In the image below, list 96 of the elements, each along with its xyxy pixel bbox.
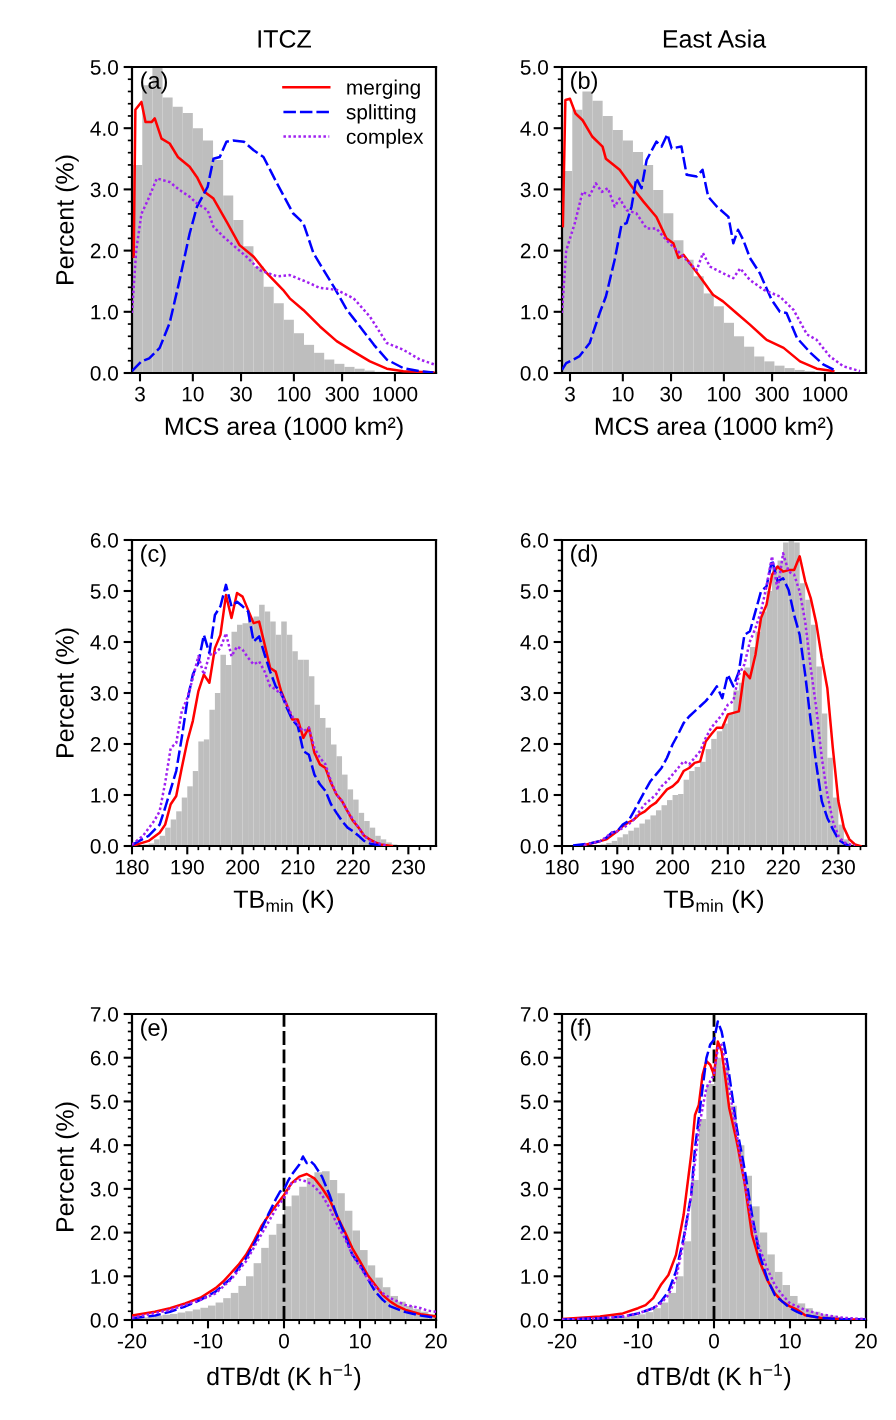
x-tick-label: -10 xyxy=(193,1333,223,1349)
y-tick-label: 2.0 xyxy=(520,243,548,259)
x-axis-title: TB$_{min}$ (K) xyxy=(233,889,333,914)
x-axis-title: TB$_{min}$ (K) xyxy=(663,889,763,914)
y-tick-label: 4.0 xyxy=(90,1138,118,1153)
y-tick-label: 0.0 xyxy=(520,366,548,381)
x-tick-label: 190 xyxy=(601,859,634,875)
x-tick-label: 20 xyxy=(855,1333,877,1349)
y-tick-label: 2.0 xyxy=(90,737,118,752)
y-tick-label: 3.0 xyxy=(520,182,548,198)
legend-label: merging xyxy=(347,79,420,99)
y-tick-label: 6.0 xyxy=(90,1050,118,1066)
y-tick-label: 5.0 xyxy=(90,1094,118,1110)
y-tick-label: 5.0 xyxy=(520,1094,548,1110)
y-tick-label: 3.0 xyxy=(90,1181,118,1197)
x-tick-label: 30 xyxy=(660,386,682,402)
x-tick-label: -20 xyxy=(547,1333,577,1349)
y-tick-label: 6.0 xyxy=(520,533,548,548)
y-tick-label: 4.0 xyxy=(520,121,548,136)
y-tick-label: 4.0 xyxy=(90,635,118,650)
annotation: (a) xyxy=(141,71,167,94)
chart-title: ITCZ xyxy=(258,30,311,48)
x-tick-label: 10 xyxy=(780,1333,801,1349)
x-axis-title: MCS area (1000 km²) xyxy=(165,416,403,441)
x-tick-label: 200 xyxy=(226,859,260,875)
y-tick-label: 3.0 xyxy=(90,182,118,198)
legend-label: complex xyxy=(346,128,424,149)
x-tick-label: 3 xyxy=(135,386,145,402)
x-tick-label: 10 xyxy=(182,386,204,402)
x-tick-label: 190 xyxy=(171,859,204,875)
y-axis-title: Percent (%) xyxy=(55,1102,79,1231)
chart-title: East Asia xyxy=(663,29,767,48)
y-tick-label: 4.0 xyxy=(520,635,548,650)
x-tick-label: 210 xyxy=(281,859,315,875)
x-tick-label: 230 xyxy=(822,859,855,875)
x-tick-label: 220 xyxy=(766,859,800,875)
x-tick-label: 180 xyxy=(546,859,579,875)
x-tick-label: 230 xyxy=(392,859,425,875)
y-tick-label: 3.0 xyxy=(520,686,548,701)
y-tick-label: 0.0 xyxy=(520,1313,548,1328)
x-tick-label: 30 xyxy=(230,386,252,402)
y-tick-label: 0.0 xyxy=(90,366,118,381)
y-tick-label: 2.0 xyxy=(90,243,118,259)
y-tick-label: 1.0 xyxy=(91,304,118,320)
y-tick-label: 4.0 xyxy=(520,1138,548,1153)
x-tick-label: 0 xyxy=(709,1333,719,1349)
y-tick-label: 7.0 xyxy=(90,1007,118,1022)
y-tick-label: 3.0 xyxy=(90,686,118,701)
y-tick-label: 1.0 xyxy=(91,1269,118,1285)
y-tick-label: 0.0 xyxy=(90,1313,118,1328)
x-tick-label: 300 xyxy=(325,386,359,402)
annotation: (b) xyxy=(571,71,597,94)
y-tick-label: 0.0 xyxy=(520,839,548,854)
x-tick-label: 10 xyxy=(612,386,634,402)
x-tick-label: 10 xyxy=(350,1333,371,1349)
legend-label: splitting xyxy=(346,104,416,124)
y-tick-label: 2.0 xyxy=(90,1225,118,1241)
y-tick-label: 5.0 xyxy=(90,60,118,75)
x-tick-label: 220 xyxy=(336,859,370,875)
y-tick-label: 7.0 xyxy=(520,1007,548,1022)
x-axis-title: MCS area (1000 km²) xyxy=(595,416,833,441)
x-tick-label: 20 xyxy=(425,1333,447,1349)
y-tick-label: 5.0 xyxy=(520,60,548,75)
annotation: (e) xyxy=(141,1018,167,1041)
y-axis-title: Percent (%) xyxy=(55,155,79,284)
annotation: (d) xyxy=(571,544,597,567)
y-tick-label: 1.0 xyxy=(521,1269,548,1285)
y-tick-label: 6.0 xyxy=(520,1050,548,1066)
y-tick-label: 4.0 xyxy=(90,121,118,136)
annotation: (c) xyxy=(141,544,166,567)
x-tick-label: 200 xyxy=(656,859,690,875)
annotation: (f) xyxy=(571,1018,591,1041)
x-axis-title: dTB/dt (K h$^{−1}$) xyxy=(207,1363,361,1391)
x-tick-label: 3 xyxy=(565,386,575,402)
y-tick-label: 3.0 xyxy=(520,1181,548,1197)
x-axis-title: dTB/dt (K h$^{−1}$) xyxy=(637,1363,791,1391)
x-tick-label: 300 xyxy=(755,386,789,402)
x-tick-label: -20 xyxy=(117,1333,147,1349)
y-tick-label: 2.0 xyxy=(520,737,548,752)
y-tick-label: 1.0 xyxy=(521,304,548,320)
y-tick-label: 1.0 xyxy=(91,788,118,803)
y-tick-label: 6.0 xyxy=(90,533,118,548)
x-tick-label: 1000 xyxy=(373,386,418,402)
x-tick-label: 100 xyxy=(278,386,311,402)
x-tick-label: 1000 xyxy=(803,386,848,402)
x-tick-label: -10 xyxy=(623,1333,653,1349)
x-tick-label: 180 xyxy=(116,859,149,875)
x-tick-label: 100 xyxy=(708,386,741,402)
y-tick-label: 5.0 xyxy=(520,584,548,599)
y-axis-title: Percent (%) xyxy=(55,628,79,757)
y-tick-label: 1.0 xyxy=(521,788,548,803)
y-tick-label: 0.0 xyxy=(90,839,118,854)
x-tick-label: 0 xyxy=(279,1333,289,1349)
y-tick-label: 5.0 xyxy=(90,584,118,599)
x-tick-label: 210 xyxy=(711,859,745,875)
y-tick-label: 2.0 xyxy=(520,1225,548,1241)
